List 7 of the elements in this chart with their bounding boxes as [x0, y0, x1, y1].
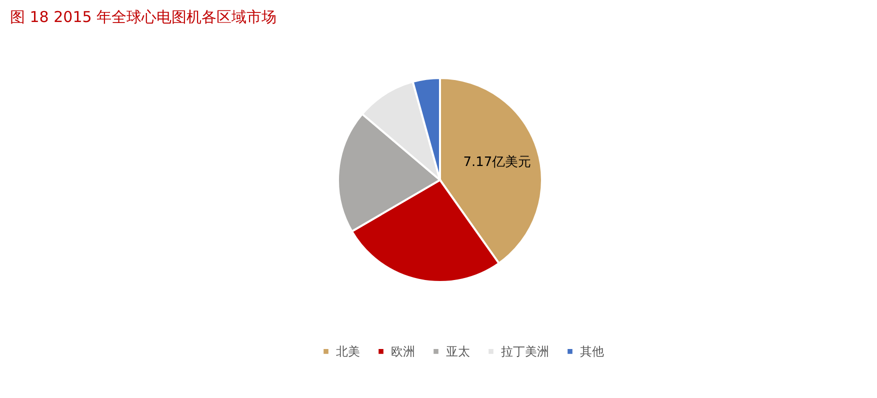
legend-label: 欧洲	[391, 344, 415, 358]
legend-label: 亚太	[446, 344, 470, 358]
legend-label: 北美	[336, 344, 360, 358]
legend-label: 其他	[580, 344, 604, 358]
text: 图 18 2015 年全球心电图机各区域市场	[10, 8, 277, 26]
legend-label: 拉丁美洲	[501, 344, 549, 358]
text: 7.17亿美元	[463, 154, 532, 170]
